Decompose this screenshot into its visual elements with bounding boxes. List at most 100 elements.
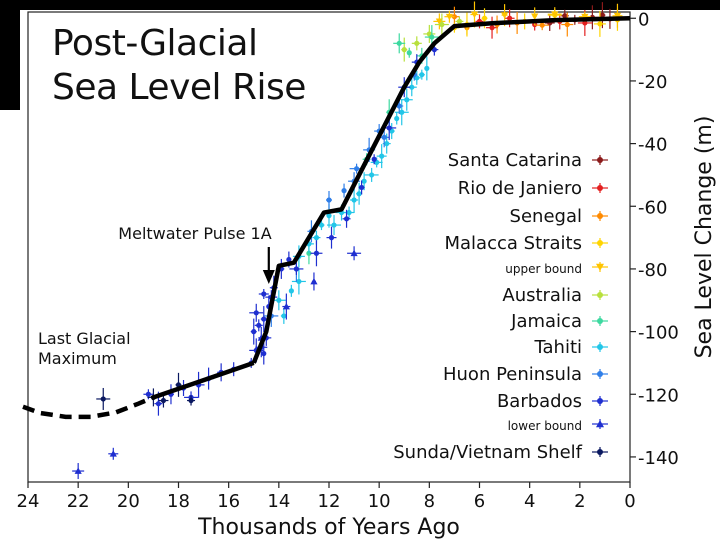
data-point [394, 115, 400, 122]
data-point [500, 12, 509, 19]
data-point [155, 401, 162, 407]
data-point [100, 396, 106, 402]
legend-label: Malacca Straits [445, 233, 583, 254]
chart-title-line-2: Sea Level Rise [52, 67, 306, 108]
legend-label: Australia [502, 285, 582, 306]
x-tick-label: 2 [574, 491, 585, 512]
x-tick-label: 24 [17, 491, 40, 512]
chart-title-line-1: Post-Glacial [52, 23, 258, 64]
data-point [409, 84, 415, 90]
y-tick-label: -80 [638, 260, 667, 281]
data-point [539, 22, 545, 28]
y-tick-label: -100 [638, 323, 679, 344]
y-tick-label: -120 [638, 385, 679, 406]
annotation-maximum: Maximum [38, 349, 117, 368]
data-point [581, 13, 589, 21]
legend-marker [597, 240, 603, 246]
data-point [429, 34, 435, 40]
data-point [597, 21, 603, 27]
data-point [396, 40, 402, 46]
data-point [613, 12, 622, 20]
trend-line-dashed [22, 395, 155, 420]
data-point [351, 197, 357, 203]
data-point [406, 50, 412, 56]
legend-marker [596, 420, 604, 428]
data-point [331, 222, 337, 228]
data-point [424, 65, 430, 71]
data-point [359, 184, 365, 191]
data-point [435, 18, 443, 25]
data-point [318, 222, 325, 228]
y-axis-label: Sea Level Change (m) [692, 116, 717, 359]
legend-label: Rio de Janiero [458, 178, 582, 199]
series-sunda-vietnam-shelf [96, 372, 196, 410]
data-point [489, 25, 495, 31]
data-point [261, 291, 267, 297]
y-tick-label: 0 [638, 9, 649, 30]
legend-marker [597, 292, 603, 298]
data-point [145, 391, 151, 397]
legend-label: lower bound [508, 419, 582, 433]
data-point [381, 134, 387, 140]
y-tick-label: -40 [638, 135, 667, 156]
x-tick-label: 6 [474, 491, 485, 512]
legend-label: Barbados [497, 391, 582, 412]
data-point [286, 256, 292, 263]
data-point [379, 153, 385, 159]
data-point [361, 178, 367, 184]
x-tick-label: 10 [368, 491, 391, 512]
data-point [282, 302, 290, 310]
data-point [369, 172, 375, 178]
data-point [346, 209, 352, 216]
y-tick-label: -60 [638, 197, 667, 218]
x-tick-label: 4 [524, 491, 535, 512]
x-tick-label: 18 [167, 491, 190, 512]
legend-label: Sunda/Vietnam Shelf [393, 442, 582, 463]
data-point [531, 13, 539, 20]
data-point [507, 15, 513, 21]
legend-label: Tahiti [533, 337, 582, 358]
x-tick-label: 16 [217, 491, 240, 512]
data-point [261, 350, 267, 357]
data-point [551, 11, 559, 18]
x-axis-label: Thousands of Years Ago [197, 515, 460, 540]
data-point [356, 191, 362, 197]
left-corner-bar [0, 0, 20, 110]
legend-label: Jamaica [510, 311, 582, 332]
data-point [326, 213, 332, 219]
data-point [562, 13, 568, 19]
legend-marker [597, 318, 603, 324]
legend-marker [597, 213, 603, 219]
annotation-last-glacial: Last Glacial [38, 329, 131, 348]
data-point [276, 297, 282, 303]
data-point [261, 316, 267, 322]
data-point [74, 467, 82, 474]
data-point [481, 15, 488, 21]
data-point [296, 278, 302, 285]
legend-marker [596, 263, 604, 271]
data-point [310, 277, 318, 285]
data-point [599, 12, 606, 18]
annotation-arrow-head [262, 270, 275, 284]
legend-marker [597, 157, 603, 163]
trend-line-connector [152, 360, 255, 400]
legend-label: Senegal [510, 206, 582, 227]
legend-label: Santa Catarina [448, 150, 582, 171]
data-point [456, 18, 463, 24]
data-point [188, 397, 194, 404]
legend-marker [597, 371, 603, 377]
data-point [256, 322, 262, 328]
data-point [564, 21, 570, 28]
x-tick-label: 20 [117, 491, 140, 512]
trend-line-solid [251, 16, 631, 364]
data-point [328, 235, 335, 241]
top-border-bar [0, 0, 720, 10]
data-point [445, 13, 453, 21]
data-point [414, 40, 420, 46]
data-point [386, 125, 392, 131]
legend-marker [597, 449, 603, 455]
data-point [419, 72, 425, 78]
data-point [384, 141, 390, 147]
data-point [306, 250, 312, 256]
